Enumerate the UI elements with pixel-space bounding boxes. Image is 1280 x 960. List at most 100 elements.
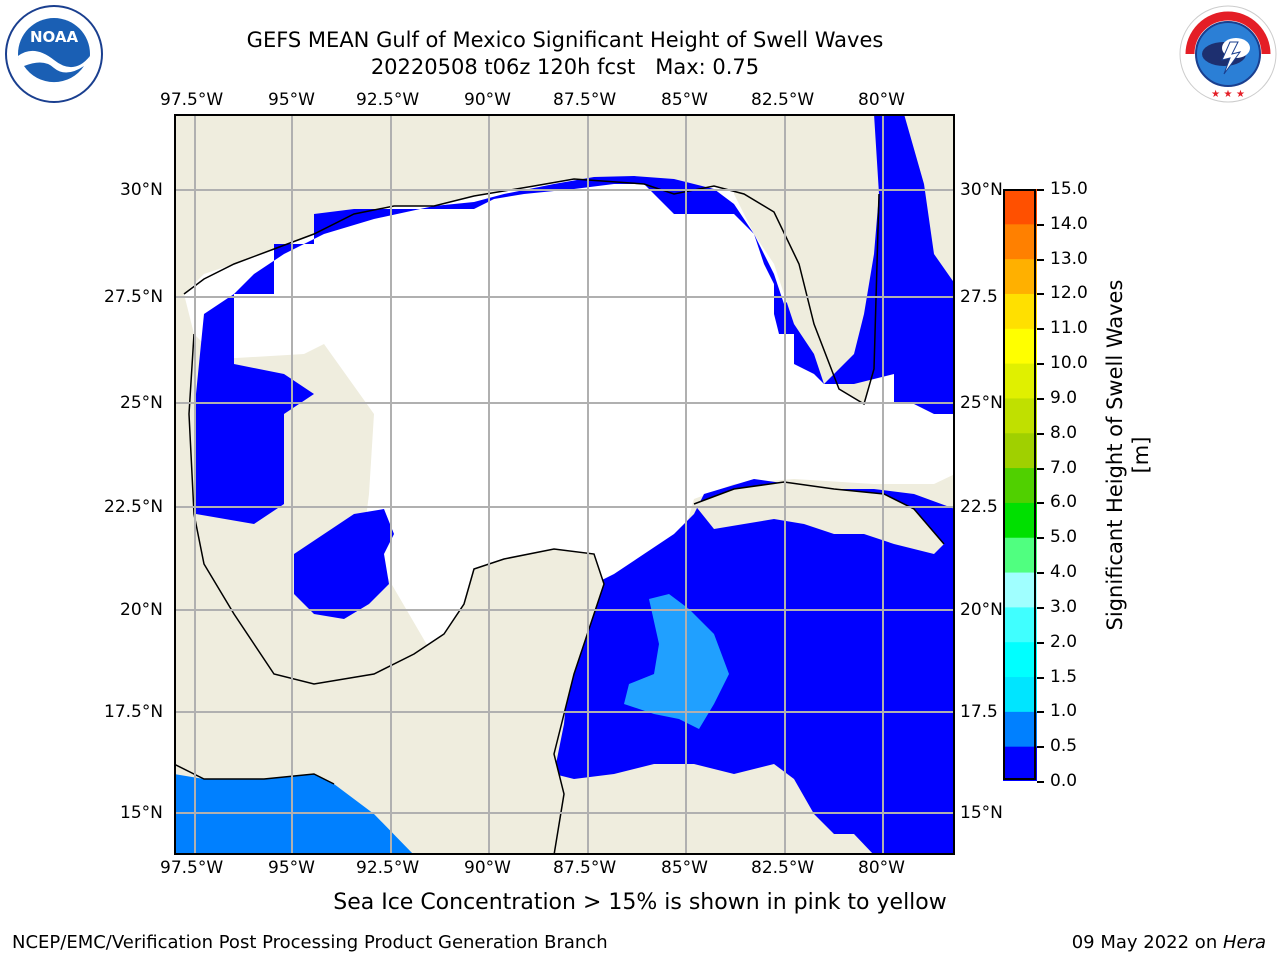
colorbar-segment bbox=[1003, 502, 1037, 538]
lon-label-bottom: 82.5°W bbox=[751, 858, 815, 878]
swell-region-05-1-caribbean bbox=[624, 594, 729, 729]
lon-label-top: 87.5°W bbox=[553, 90, 617, 110]
noaa-logo-text: NOAA bbox=[30, 28, 79, 46]
colorbar-tick-mark bbox=[1037, 328, 1044, 331]
colorbar-tick-label: 2.0 bbox=[1050, 631, 1078, 652]
colorbar-tick-mark bbox=[1037, 711, 1044, 714]
lon-label-bottom: 92.5°W bbox=[356, 858, 420, 878]
noaa-logo: NOAA bbox=[5, 5, 103, 103]
nws-logo: ★ ★ ★ bbox=[1179, 5, 1277, 103]
yucatan-land bbox=[304, 549, 604, 855]
lon-label-top: 92.5°W bbox=[356, 90, 420, 110]
colorbar-segment bbox=[1003, 223, 1037, 260]
colorbar-segment bbox=[1003, 676, 1037, 712]
generation-date-text: 09 May 2022 on bbox=[1071, 932, 1223, 953]
colorbar-segment bbox=[1003, 258, 1037, 294]
colorbar-frame bbox=[1003, 189, 1036, 780]
colorbar-tick-label: 10.0 bbox=[1050, 353, 1088, 374]
lat-label-right: 15°N bbox=[960, 803, 1003, 823]
colorbar-tick-mark bbox=[1037, 676, 1044, 679]
colorbar-label: Significant Height of Swell Waves [m] bbox=[1103, 279, 1153, 631]
lat-lon-grid bbox=[174, 114, 955, 855]
map-title-line2: 20220508 t06z 120h fcst Max: 0.75 bbox=[370, 55, 760, 79]
colorbar-tick-mark bbox=[1037, 502, 1044, 505]
lon-label-bottom: 95°W bbox=[268, 858, 315, 878]
lon-label-top: 85°W bbox=[661, 90, 708, 110]
colorbar-tick-mark bbox=[1037, 293, 1044, 296]
colorbar-tick-label: 7.0 bbox=[1050, 457, 1078, 478]
gulf-water-white bbox=[184, 179, 955, 734]
colorbar-segment bbox=[1003, 189, 1037, 225]
colorbar-tick-mark bbox=[1037, 223, 1044, 226]
colorbar-segment bbox=[1003, 641, 1037, 678]
colorbar-tick-mark bbox=[1037, 537, 1044, 540]
lat-label-left: 30°N bbox=[120, 180, 163, 200]
lat-label-right: 20°N bbox=[960, 600, 1003, 620]
colorbar-segments bbox=[1003, 189, 1037, 781]
lat-label-left: 15°N bbox=[120, 803, 163, 823]
colorbar-segment bbox=[1003, 711, 1037, 747]
colorbar-tick-label: 6.0 bbox=[1050, 492, 1078, 513]
lat-label-left: 25°N bbox=[120, 393, 163, 413]
map-frame bbox=[174, 114, 955, 855]
colorbar-tick-mark bbox=[1037, 189, 1044, 191]
lat-label-right: 17.5 bbox=[960, 702, 998, 722]
lon-label-bottom: 80°W bbox=[858, 858, 905, 878]
colorbar-segment bbox=[1003, 363, 1037, 399]
colorbar-tick-label: 14.0 bbox=[1050, 213, 1088, 234]
lon-label-bottom: 90°W bbox=[464, 858, 511, 878]
colorbar-tick-mark bbox=[1037, 781, 1044, 783]
swell-region-0-05 bbox=[194, 114, 955, 855]
colorbar-tick-label: 1.5 bbox=[1050, 666, 1078, 687]
swell-region-campeche bbox=[294, 509, 394, 619]
colorbar-segment bbox=[1003, 293, 1037, 329]
lon-label-bottom: 97.5°W bbox=[160, 858, 224, 878]
lon-label-top: 82.5°W bbox=[751, 90, 815, 110]
colorbar-segment bbox=[1003, 432, 1037, 469]
colorbar-segment bbox=[1003, 467, 1037, 503]
lat-label-left: 17.5°N bbox=[104, 702, 164, 722]
florida-land bbox=[734, 114, 879, 384]
lat-label-right: 30°N bbox=[960, 180, 1003, 200]
colorbar-segment bbox=[1003, 397, 1037, 434]
lat-label-right: 25°N bbox=[960, 393, 1003, 413]
colorbar-tick-mark bbox=[1037, 641, 1044, 644]
colorbar-tick-label: 3.0 bbox=[1050, 596, 1078, 617]
colorbar-tick-label: 1.0 bbox=[1050, 701, 1078, 722]
colorbar-segment bbox=[1003, 746, 1037, 781]
gulf-swell-map bbox=[174, 114, 955, 855]
branch-credit: NCEP/EMC/Verification Post Processing Pr… bbox=[12, 932, 608, 953]
colorbar-tick-label: 5.0 bbox=[1050, 527, 1078, 548]
colorbar-tick-mark bbox=[1037, 606, 1044, 609]
colorbar-ticks: 15.0 14.0 13.0 12.0 11.0 10.0 9.0 8.0 7.0 6.0 5.0 4… bbox=[1037, 179, 1107, 791]
colorbar-tick-mark bbox=[1037, 397, 1044, 400]
colorbar-segment bbox=[1003, 606, 1037, 643]
sea-ice-note: Sea Ice Concentration > 15% is shown in … bbox=[333, 890, 947, 915]
generation-host: Hera bbox=[1222, 932, 1266, 953]
colorbar-tick-mark bbox=[1037, 432, 1044, 435]
colorbar-tick-mark bbox=[1037, 572, 1044, 575]
colorbar-tick-mark bbox=[1037, 363, 1044, 366]
lat-label-left: 27.5°N bbox=[104, 287, 164, 307]
lon-label-top: 95°W bbox=[268, 90, 315, 110]
lat-label-left: 22.5°N bbox=[104, 497, 164, 517]
lat-label-right: 22.5 bbox=[960, 497, 998, 517]
colorbar-tick-label: 13.0 bbox=[1050, 248, 1088, 269]
generation-date: 09 May 2022 on Hera bbox=[1072, 932, 1266, 953]
colorbar-tick-mark bbox=[1037, 258, 1044, 261]
colorbar-tick-label: 4.0 bbox=[1050, 562, 1078, 583]
colorbar-tick-label: 9.0 bbox=[1050, 387, 1078, 408]
colorbar-segment bbox=[1003, 537, 1037, 573]
lon-label-top: 97.5°W bbox=[160, 90, 224, 110]
lon-label-top: 90°W bbox=[464, 90, 511, 110]
svg-text:★ ★ ★: ★ ★ ★ bbox=[1211, 89, 1245, 100]
cuba-land bbox=[694, 482, 944, 554]
colorbar-tick-label: 11.0 bbox=[1050, 318, 1088, 339]
colorbar-tick-label: 0.5 bbox=[1050, 736, 1078, 757]
colorbar-tick-label: 8.0 bbox=[1050, 422, 1078, 443]
colorbar-tick-mark bbox=[1037, 746, 1044, 749]
coastline bbox=[174, 178, 945, 855]
lon-label-bottom: 87.5°W bbox=[553, 858, 617, 878]
colorbar-tick-mark bbox=[1037, 467, 1044, 470]
colorbar-tick-label: 15.0 bbox=[1050, 179, 1088, 199]
